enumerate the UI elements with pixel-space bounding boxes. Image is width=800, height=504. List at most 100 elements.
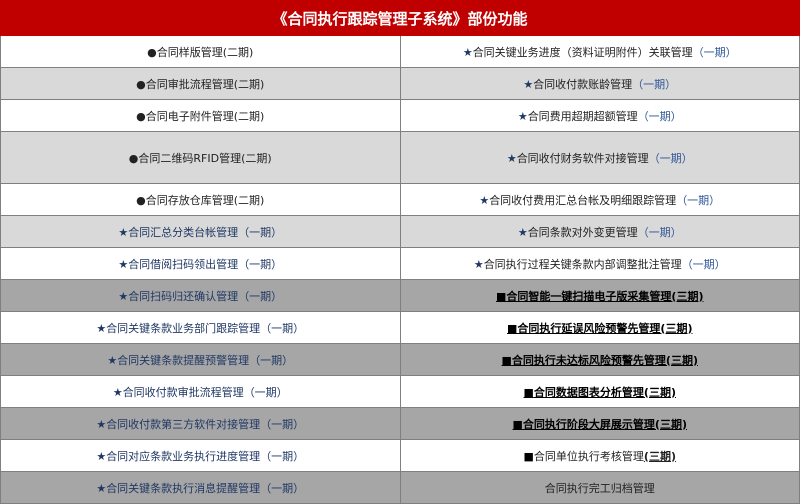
feature-cell-left: ●合同二维码RFID管理(二期) (0, 131, 401, 184)
feature-name: 合同执行过程关键条款内部调整批注管理 (483, 257, 682, 271)
table-row: ●合同存放仓库管理(二期) ★合同收付费用汇总台帐及明细跟踪管理（一期） (0, 183, 800, 216)
feature-name: 合同执行完工归档管理 (544, 481, 655, 495)
square-icon: ■ (523, 385, 534, 399)
feature-name: 合同执行延误风险预警先管理 (517, 321, 661, 335)
phase-label: （一期） (260, 481, 305, 495)
feature-name: 合同单位执行考核管理 (533, 449, 644, 463)
feature-name: 合同关键业务进度（资料证明附件）关联管理 (472, 45, 693, 59)
feature-cell-left: ●合同电子附件管理(二期) (0, 99, 401, 132)
star-icon: ★ (96, 481, 107, 495)
table-row: ★合同汇总分类台帐管理（一期） ★合同条款对外变更管理（一期） (0, 215, 800, 248)
feature-name: 合同收付款审批流程管理 (122, 385, 244, 399)
table-row: ●合同电子附件管理(二期) ★合同费用超期超额管理（一期） (0, 99, 800, 132)
phase-label: (三期) (671, 289, 704, 303)
phase-label: (三期) (665, 353, 698, 367)
star-icon: ★ (96, 449, 107, 463)
feature-name: 合同二维码RFID管理 (138, 151, 242, 165)
phase-label: （一期） (260, 417, 305, 431)
feature-cell-left: ●合同存放仓库管理(二期) (0, 183, 401, 216)
phase-label: （一期） (637, 225, 682, 239)
table-row: ●合同审批流程管理(二期) ★合同收付款账龄管理（一期） (0, 67, 800, 100)
bullet-icon: ● (147, 45, 157, 59)
feature-cell-left: ★合同借阅扫码领出管理（一期） (0, 247, 401, 280)
square-icon: ■ (501, 353, 512, 367)
table-row: ★合同关键条款执行消息提醒管理（一期） 合同执行完工归档管理 (0, 471, 800, 504)
table-row: ●合同样版管理(二期) ★合同关键业务进度（资料证明附件）关联管理（一期） (0, 35, 800, 68)
feature-cell-left: ★合同关键条款业务部门跟踪管理（一期） (0, 311, 401, 344)
feature-name: 合同收付财务软件对接管理 (516, 151, 649, 165)
table-row: ●合同二维码RFID管理(二期) ★合同收付财务软件对接管理（一期） (0, 131, 800, 184)
star-icon: ★ (118, 225, 129, 239)
phase-label: (二期) (233, 193, 265, 207)
feature-cell-left: ●合同审批流程管理(二期) (0, 67, 401, 100)
feature-cell-right: 合同执行完工归档管理 (399, 471, 800, 504)
phase-label: （一期） (249, 353, 294, 367)
feature-name: 合同执行未达标风险预警先管理 (511, 353, 666, 367)
feature-name: 合同样版管理 (156, 45, 223, 59)
feature-cell-left: ★合同收付款审批流程管理（一期） (0, 375, 401, 408)
feature-cell-right: ■合同执行阶段大屏展示管理(三期) (399, 407, 800, 440)
feature-name: 合同扫码归还确认管理 (128, 289, 239, 303)
feature-name: 合同关键条款业务部门跟踪管理 (106, 321, 261, 335)
feature-cell-right: ★合同收付款账龄管理（一期） (399, 67, 800, 100)
feature-name: 合同对应条款业务执行进度管理 (106, 449, 261, 463)
square-icon: ■ (507, 321, 518, 335)
feature-cell-right: ★合同执行过程关键条款内部调整批注管理（一期） (399, 247, 800, 280)
feature-name: 合同审批流程管理 (145, 77, 234, 91)
table-row: ★合同收付款审批流程管理（一期） ■合同数据图表分析管理(三期) (0, 375, 800, 408)
star-icon: ★ (96, 321, 107, 335)
phase-label: （一期） (637, 109, 682, 123)
feature-cell-right: ■合同执行未达标风险预警先管理(三期) (399, 343, 800, 376)
phase-label: (二期) (241, 151, 272, 165)
phase-label: （一期） (243, 385, 288, 399)
phase-label: （一期） (692, 45, 737, 59)
bullet-icon: ● (136, 109, 146, 123)
phase-label: （一期） (238, 225, 283, 239)
star-icon: ★ (96, 417, 107, 431)
phase-label: （一期） (260, 321, 305, 335)
table-row: ★合同关键条款提醒预警管理（一期） ■合同执行未达标风险预警先管理(三期) (0, 343, 800, 376)
star-icon: ★ (118, 257, 129, 271)
feature-name: 合同条款对外变更管理 (527, 225, 638, 239)
phase-label: （一期） (676, 193, 721, 207)
feature-name: 合同费用超期超额管理 (527, 109, 638, 123)
star-icon: ★ (506, 151, 517, 165)
phase-label: (二期) (233, 77, 265, 91)
star-icon: ★ (523, 77, 534, 91)
feature-cell-right: ★合同关键业务进度（资料证明附件）关联管理（一期） (399, 35, 800, 68)
table-title: 《合同执行跟踪管理子系统》部份功能 (0, 0, 800, 36)
star-icon: ★ (479, 193, 490, 207)
bullet-icon: ● (128, 151, 139, 165)
phase-label: (三期) (643, 449, 676, 463)
feature-cell-right: ■合同执行延误风险预警先管理(三期) (399, 311, 800, 344)
phase-label: （一期） (681, 257, 726, 271)
phase-label: （一期） (238, 257, 283, 271)
square-icon: ■ (523, 449, 534, 463)
table-row: ★合同收付款第三方软件对接管理（一期） ■合同执行阶段大屏展示管理(三期) (0, 407, 800, 440)
table-row: ★合同借阅扫码领出管理（一期） ★合同执行过程关键条款内部调整批注管理（一期） (0, 247, 800, 280)
feature-cell-left: ★合同汇总分类台帐管理（一期） (0, 215, 401, 248)
star-icon: ★ (517, 109, 528, 123)
phase-label: （一期） (632, 77, 677, 91)
phase-label: (三期) (654, 417, 687, 431)
star-icon: ★ (517, 225, 528, 239)
phase-label: （一期） (260, 449, 305, 463)
phase-label: (三期) (660, 321, 693, 335)
table-row: ★合同扫码归还确认管理（一期） ■合同智能一键扫描电子版采集管理(三期) (0, 279, 800, 312)
feature-name: 合同收付费用汇总台帐及明细跟踪管理 (489, 193, 677, 207)
feature-cell-right: ■合同数据图表分析管理(三期) (399, 375, 800, 408)
star-icon: ★ (462, 45, 473, 59)
feature-cell-left: ●合同样版管理(二期) (0, 35, 401, 68)
feature-cell-right: ★合同收付财务软件对接管理（一期） (399, 131, 800, 184)
feature-name: 合同关键条款执行消息提醒管理 (106, 481, 261, 495)
phase-label: (二期) (222, 45, 254, 59)
feature-name: 合同关键条款提醒预警管理 (117, 353, 250, 367)
feature-cell-right: ■合同单位执行考核管理(三期) (399, 439, 800, 472)
feature-cell-left: ★合同关键条款执行消息提醒管理（一期） (0, 471, 401, 504)
feature-name: 合同执行阶段大屏展示管理 (522, 417, 655, 431)
feature-cell-left: ★合同关键条款提醒预警管理（一期） (0, 343, 401, 376)
feature-name: 合同存放仓库管理 (145, 193, 234, 207)
feature-name: 合同电子附件管理 (145, 109, 234, 123)
feature-name: 合同智能一键扫描电子版采集管理 (506, 289, 672, 303)
